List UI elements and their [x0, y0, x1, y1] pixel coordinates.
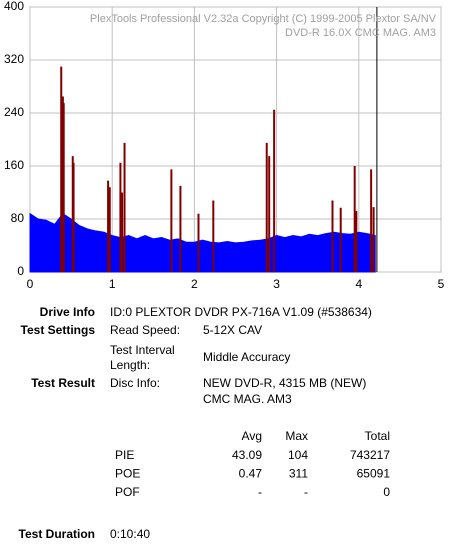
value: 5-12X CAV — [203, 323, 262, 337]
plot-area — [29, 6, 442, 273]
y-tick-label: 160 — [4, 158, 24, 172]
table-cell: - — [258, 485, 262, 499]
label: Read Speed: — [110, 323, 180, 337]
y-tick-label: 240 — [4, 105, 24, 119]
table-cell: 311 — [289, 467, 308, 481]
label: Test Interval — [110, 343, 175, 357]
pie-area — [29, 212, 376, 273]
watermark: PlexTools Professional V2.32a Copyright … — [90, 13, 437, 25]
value: Middle Accuracy — [203, 350, 290, 364]
table-cell: 0 — [383, 485, 390, 499]
column-header: Max — [285, 429, 308, 443]
value: 0:10:40 — [110, 527, 150, 541]
table-cell: POE — [115, 467, 140, 481]
x-tick-label: 2 — [191, 277, 198, 291]
value: NEW DVD-R, 4315 MB (NEW) — [203, 376, 366, 390]
table-cell: POF — [115, 485, 140, 499]
table-cell: 104 — [288, 448, 308, 462]
label: Test Settings — [21, 323, 96, 337]
label: Length: — [110, 358, 150, 372]
table-cell: 743217 — [350, 448, 390, 462]
label: Test Result — [31, 376, 95, 390]
label: Disc Info: — [110, 376, 160, 390]
table-cell: 0.47 — [239, 467, 263, 481]
watermark: DVD-R 16.0X CMC MAG. AM3 — [285, 27, 436, 39]
x-tick-label: 0 — [27, 277, 34, 291]
label: Test Duration — [19, 527, 95, 541]
table-cell: 43.09 — [232, 448, 262, 462]
table-cell: - — [304, 485, 308, 499]
column-header: Total — [365, 429, 390, 443]
y-tick-label: 0 — [17, 264, 24, 278]
x-tick-label: 3 — [273, 277, 280, 291]
x-tick-label: 4 — [355, 277, 362, 291]
label: Drive Info — [40, 305, 95, 319]
table-cell: PIE — [115, 448, 134, 462]
value: CMC MAG. AM3 — [203, 392, 292, 406]
y-tick-label: 400 — [4, 0, 24, 13]
table-cell: 65091 — [357, 467, 391, 481]
y-tick-label: 320 — [4, 52, 24, 66]
column-header: Avg — [242, 429, 262, 443]
value: ID:0 PLEXTOR DVDR PX-716A V1.09 (#538634… — [110, 305, 372, 319]
x-tick-label: 5 — [438, 277, 445, 291]
x-tick-label: 1 — [109, 277, 116, 291]
y-tick-label: 80 — [11, 211, 25, 225]
